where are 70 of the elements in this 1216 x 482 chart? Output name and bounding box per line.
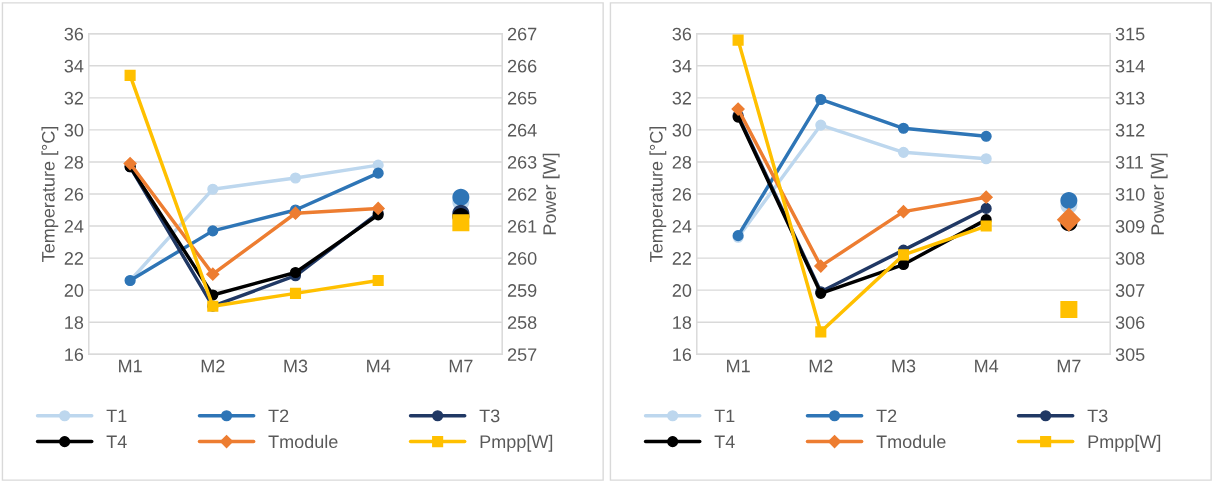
x-tick-label: M2 [201,359,225,373]
y2-tick-label: 266 [507,59,537,73]
y2-tick-label: 311 [1115,155,1143,169]
legend-label: Pmpp[W] [480,434,553,452]
x-tick-label: M4 [367,359,391,373]
y2-tick-label: 307 [1115,284,1145,297]
y-tick-label: 36 [672,27,692,41]
x-tick-label: M7 [449,359,473,373]
y-tick-label: 16 [65,348,84,361]
y2-tick-label: 313 [1115,91,1145,105]
y-tick-label: 28 [672,155,692,169]
y-axis-title: Temperature [°C] [649,126,667,262]
y-tick-label: 26 [672,187,692,201]
y2-tick-label: 315 [1115,27,1145,41]
y-tick-label: 34 [64,59,84,73]
legend-label: T2 [268,409,289,423]
legend-label: T4 [106,435,127,448]
legend-label: T3 [479,409,500,423]
y-tick-label: 18 [65,316,84,329]
y-tick-label: 28 [64,155,84,169]
y2-tick-label: 306 [1115,316,1145,329]
y2-tick-label: 264 [507,123,537,137]
y2-axis-title: Power [W] [542,153,560,235]
x-tick-label: M3 [892,359,916,373]
y-tick-label: 30 [64,123,84,137]
y-tick-label: 18 [673,316,692,329]
legend-label: T3 [1087,409,1108,423]
y-tick-label: 30 [672,123,692,137]
y-tick-label: 36 [64,27,84,41]
y2-tick-label: 259 [507,284,537,297]
y-tick-label: 20 [672,284,692,297]
y-tick-label: 16 [673,348,692,361]
y2-tick-label: 263 [507,155,537,169]
y2-tick-label: 257 [507,348,537,361]
y-tick-label: 32 [64,91,83,105]
y2-tick-label: 258 [507,316,537,329]
legend-label: Tmodule [876,434,946,449]
y2-tick-label: 308 [1115,252,1145,265]
legend-label: Pmpp[W] [1088,434,1161,452]
x-tick-label: M2 [809,359,833,373]
y-tick-label: 22 [672,252,691,265]
x-tick-label: M1 [727,359,750,373]
y-tick-label: 20 [64,284,84,297]
legend-label: T1 [106,409,127,423]
y2-axis-title: Power [W] [1150,153,1168,235]
y2-tick-label: 314 [1115,59,1145,73]
y2-tick-label: 310 [1115,187,1145,201]
y2-tick-label: 261 [507,219,537,233]
legend-label: T2 [876,409,897,423]
y-tick-label: 24 [672,219,692,233]
y-tick-label: 34 [672,59,692,73]
legend-label: T1 [714,409,735,423]
legend-label: T4 [714,435,735,448]
x-tick-label: M7 [1057,359,1081,373]
x-tick-label: M4 [975,359,999,373]
x-tick-label: M1 [119,359,142,373]
y2-tick-label: 267 [507,27,537,41]
y2-tick-label: 265 [507,91,537,105]
y-tick-label: 24 [64,219,84,233]
y-axis-title: Temperature [°C] [41,126,59,262]
y2-tick-label: 312 [1115,123,1145,137]
legend-label: Tmodule [268,434,338,449]
y2-tick-label: 309 [1115,219,1145,233]
y-tick-label: 22 [64,252,83,265]
x-tick-label: M3 [284,359,308,373]
y-tick-label: 26 [64,187,84,201]
y2-tick-label: 262 [507,187,537,201]
y2-tick-label: 305 [1115,348,1145,361]
y2-tick-label: 260 [507,252,537,265]
y-tick-label: 32 [672,91,691,105]
